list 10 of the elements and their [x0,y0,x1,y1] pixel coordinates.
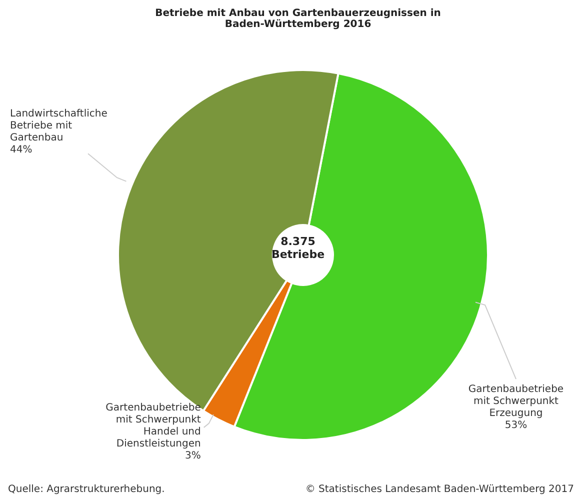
source-note: Quelle: Agrarstrukturerhebung. [8,484,165,495]
slice-label: Landwirtschaftliche Betriebe mit Gartenbau [10,108,108,144]
data-label: 44% [10,144,32,156]
data-label: 53% [504,420,528,432]
text: © Statistisches Landesamt Baden-Württemberg 2017 [305,484,574,495]
slice-label: Gartenbaubetriebe mit Schwerpunkt Erzeugung [468,384,564,420]
chart-title: Betriebe mit Anbau von Gartenbauerzeugnissen in Baden-Württemberg 2016 [154,8,442,30]
slice-label: Gartenbaubetriebe mit Schwerpunkt Handel und Dienstleistungen [106,402,201,450]
data-label: 3% [184,450,201,462]
text: 8.375 Betriebe [270,235,326,261]
